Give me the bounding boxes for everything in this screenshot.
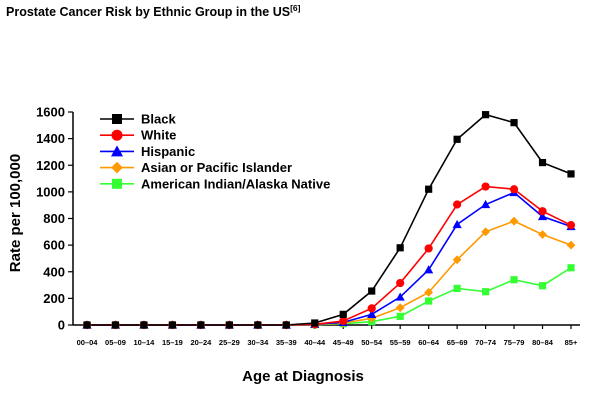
data-point-white [481,182,490,191]
series-markers [82,111,576,330]
x-tick-label: 35–39 [276,338,297,347]
data-point-american-indian-alaska-native [425,297,433,305]
y-tick-label: 800 [43,211,65,226]
series-line-asian-or-pacific-islander [87,220,572,326]
legend-label-white: White [141,128,176,143]
data-point-black [425,185,433,193]
legend-marker-american-indian-alaska-native [112,178,122,189]
data-point-black [225,321,233,329]
x-tick-label: 25–29 [219,338,240,347]
y-tick-label: 1600 [36,105,65,120]
y-tick-label: 0 [58,318,65,333]
data-point-white [509,185,519,194]
x-tick-label: 60–64 [418,338,440,347]
x-tick-label: 05–09 [105,338,126,347]
x-tick-label: 00–04 [77,338,99,347]
legend-label-american-indian-alaska-native: American Indian/Alaska Native [141,176,330,191]
series-line-hispanic [87,191,572,326]
x-tick-label: 45–49 [333,338,354,347]
legend-label-black: Black [141,112,176,127]
legend-marker-asian-or-pacific-islander [111,161,123,174]
data-point-white [396,278,405,288]
x-axis-label: Age at Diagnosis [242,368,364,385]
legend-label-asian-or-pacific-islander: Asian or Pacific Islander [141,160,292,175]
data-point-hispanic [480,199,491,209]
data-point-american-indian-alaska-native [453,284,461,292]
data-point-asian-or-pacific-islander [509,216,519,226]
data-point-white [339,316,348,326]
data-point-black [510,119,518,127]
legend-marker-hispanic [111,145,123,157]
x-tick-label: 20–24 [190,338,212,347]
data-point-black [311,319,319,327]
y-tick-label: 200 [43,291,65,306]
series-line-american-indian-alaska-native [87,267,572,326]
data-point-black [368,287,376,295]
data-point-black [481,111,490,119]
x-tick-label: 70–74 [475,338,497,347]
x-tick-label: 80–84 [532,338,554,347]
chart-title-text: Prostate Cancer Risk by Ethnic Group in … [6,5,291,19]
x-tick-label: 15–19 [162,338,183,347]
x-tick-label: 55–59 [390,338,411,347]
x-tick-label: 75–79 [504,338,525,347]
data-point-white [538,207,547,216]
data-point-asian-or-pacific-islander [424,287,434,297]
data-point-asian-or-pacific-islander [538,230,547,239]
y-tick-label: 600 [43,238,65,253]
x-tick-label: 85+ [565,338,578,347]
axes: 0 200 400 600 800 1000 1200 1400 1600 00–04 05–09 1… [36,105,580,347]
data-point-american-indian-alaska-native [481,288,490,296]
data-point-black [282,321,290,329]
data-point-white [453,200,462,209]
data-point-hispanic [537,211,548,221]
data-point-black [567,170,575,178]
data-point-american-indian-alaska-native [396,312,404,320]
y-tick-label: 1200 [36,158,65,173]
data-point-black [111,321,120,329]
x-tick-label: 30–34 [247,338,269,347]
data-point-black [538,158,547,167]
data-point-asian-or-pacific-islander [452,255,462,265]
data-point-asian-or-pacific-islander [481,227,490,237]
series-line-black [87,113,572,326]
data-point-hispanic [367,309,377,318]
data-point-black [339,310,347,318]
data-point-hispanic [424,265,434,274]
chart-title: Prostate Cancer Risk by Ethnic Group in … [6,2,301,19]
y-tick-label: 1000 [36,184,65,199]
data-point-black [140,321,148,329]
data-point-hispanic [395,292,405,301]
y-tick-label: 400 [43,264,65,279]
x-tick-label: 10–14 [134,338,156,347]
y-axis-label: Rate per 100,000 [7,154,24,272]
chart-title-reference: [6] [290,2,301,13]
legend-marker-black [112,114,122,124]
data-point-black [83,321,91,329]
series-line-white [87,185,572,326]
data-point-black [254,321,262,329]
data-point-asian-or-pacific-islander [566,240,576,250]
legend-label-hispanic: Hispanic [141,144,195,159]
data-point-asian-or-pacific-islander [395,303,405,313]
data-point-black [396,244,404,252]
x-tick-label: 65–69 [447,338,468,347]
data-point-white [367,304,376,313]
data-point-white [424,244,433,253]
data-point-hispanic [452,219,462,229]
data-point-american-indian-alaska-native [510,276,518,284]
data-point-white [566,221,576,230]
x-tick-label: 40–44 [304,338,326,347]
data-point-black [168,321,177,329]
data-point-black [197,321,205,329]
data-point-black [453,135,461,143]
y-tick-label: 1400 [36,131,65,146]
data-point-american-indian-alaska-native [538,282,547,290]
x-tick-label: 50–54 [361,338,383,347]
data-point-american-indian-alaska-native [567,264,575,272]
legend-marker-white [111,129,123,141]
series-lines [87,113,572,326]
